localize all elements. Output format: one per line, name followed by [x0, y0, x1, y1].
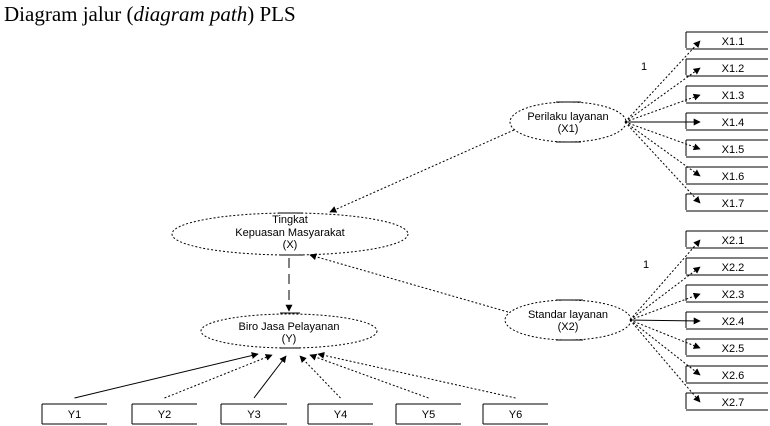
x1-indicator-4: X1.5	[722, 144, 745, 156]
x1-loading-label: 1	[641, 61, 647, 73]
diagram-title: Diagram jalur (diagram path) PLS	[4, 2, 296, 27]
path-x2-to-x	[309, 253, 509, 313]
x2-loading-label: 1	[643, 259, 649, 271]
x2-indicator-6: X2.7	[722, 397, 745, 409]
y-indicator-0: Y1	[68, 409, 81, 421]
x2-loading-arrow-3	[629, 317, 701, 325]
title-prefix: Diagram jalur (	[4, 2, 134, 26]
x1-loading-arrow-6	[624, 121, 701, 204]
x1-indicator-3: X1.4	[722, 117, 745, 129]
edges-layer	[74, 40, 701, 403]
construct-x2-label-0: Standar layanan	[528, 309, 608, 321]
x1-indicator-0: X1.1	[722, 36, 745, 48]
x2-loading-arrow-2	[629, 292, 701, 321]
x2-indicator-0: X2.1	[722, 235, 745, 247]
x1-loading-arrow-2	[624, 93, 701, 123]
y-indicator-4: Y5	[422, 409, 435, 421]
y-loading-arrow-5	[317, 351, 516, 399]
construct-x-label-0: Tingkat	[272, 214, 308, 226]
y-loading-arrow-3	[299, 355, 341, 399]
x1-indicator-6: X1.7	[722, 198, 745, 210]
y-indicator-5: Y6	[509, 409, 522, 421]
x2-loading-arrow-6	[629, 319, 701, 403]
construct-y-label-0: Biro Jasa Pelayanan	[239, 321, 340, 333]
nodes-layer	[41, 31, 768, 425]
x1-indicator-5: X1.6	[722, 171, 745, 183]
x2-indicator-1: X2.2	[722, 262, 745, 274]
x1-loading-arrow-4	[624, 121, 701, 151]
y-loading-arrow-0	[74, 352, 259, 399]
x2-indicator-5: X2.6	[722, 370, 745, 382]
x2-indicator-2: X2.3	[722, 289, 745, 301]
construct-x2-label-1: (X2)	[558, 321, 579, 333]
x2-loading-arrow-4	[629, 319, 701, 349]
construct-y-label-1: (Y)	[282, 333, 297, 345]
title-italic: diagram path	[133, 2, 248, 26]
title-suffix: ) PLS	[247, 2, 296, 26]
x1-indicator-1: X1.2	[722, 63, 745, 75]
construct-x-label-2: (X)	[283, 239, 298, 251]
y-loading-arrow-4	[309, 353, 429, 399]
path-x1-to-x	[329, 129, 515, 213]
y-loading-arrow-2	[253, 355, 287, 399]
x2-loading-arrow-1	[629, 266, 701, 321]
x1-indicator-2: X1.3	[722, 90, 745, 102]
y-loading-arrow-1	[164, 354, 273, 399]
construct-x1-label-0: Perilaku layanan	[527, 111, 608, 123]
x2-loading-arrow-0	[629, 239, 701, 321]
y-indicator-1: Y2	[158, 409, 171, 421]
x1-loading-arrow-1	[624, 67, 701, 123]
construct-x-label-1: Kepuasan Masyarakat	[235, 227, 344, 239]
y-indicator-3: Y4	[334, 409, 347, 421]
x2-loading-arrow-5	[629, 319, 701, 376]
construct-x1-label-1: (X1)	[558, 123, 579, 135]
x2-indicator-4: X2.5	[722, 343, 745, 355]
labels-layer: Perilaku layanan(X1) Standar layanan(X2) T…	[68, 36, 745, 421]
y-indicator-2: Y3	[247, 409, 260, 421]
x2-indicator-3: X2.4	[722, 316, 745, 328]
x1-loading-arrow-0	[624, 40, 701, 123]
